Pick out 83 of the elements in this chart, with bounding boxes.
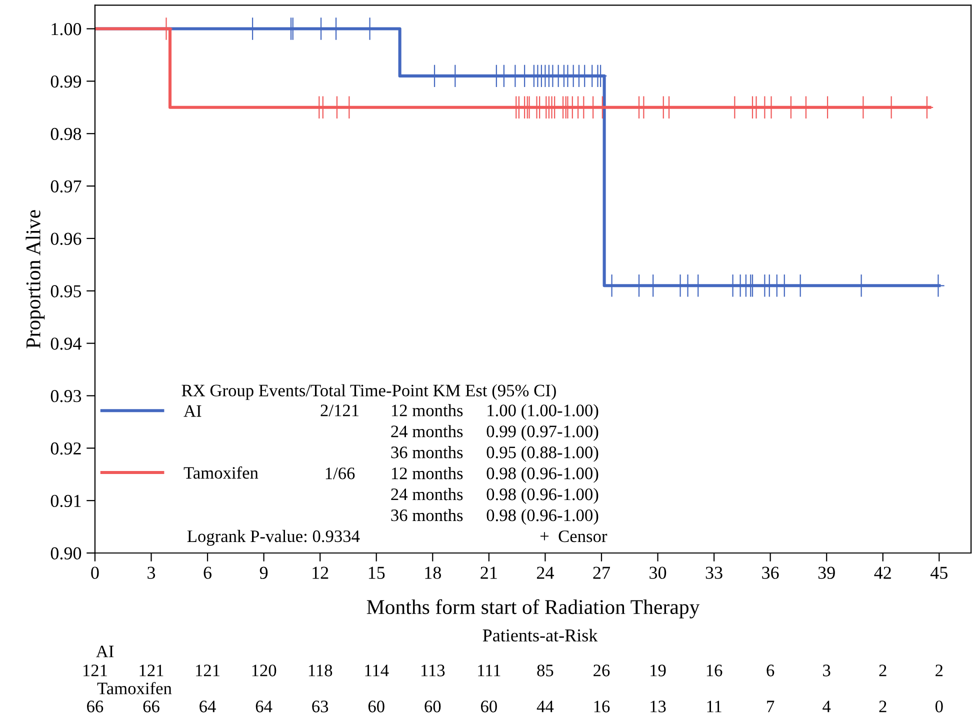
y-tick-label: 0.96 xyxy=(50,232,82,245)
y-tick-label: 0.98 xyxy=(50,128,82,140)
annotation: 0.98 (0.96-1.00) xyxy=(486,467,598,483)
y-tick-label: 0.92 xyxy=(50,442,81,455)
x-tick-label: 30 xyxy=(650,566,666,579)
text: 120 xyxy=(252,664,276,676)
text: 118 xyxy=(308,664,332,676)
text: 19 xyxy=(650,664,666,676)
annotation: 0.98 (0.96-1.00) xyxy=(486,488,598,504)
x-tick-label: 0 xyxy=(91,566,99,579)
text: 11 xyxy=(707,700,722,712)
text: 66 xyxy=(87,700,104,712)
text: 64 xyxy=(200,700,216,712)
y-tick-label: 0.99 xyxy=(50,75,82,88)
annotation: 12 months xyxy=(392,404,463,416)
x-tick-label: 15 xyxy=(368,566,385,579)
text: 60 xyxy=(480,700,497,712)
x-axis-title: Months form start of Radiation Therapy xyxy=(366,599,700,618)
x-tick-label: 9 xyxy=(260,566,268,579)
annotation: + Censor xyxy=(540,530,608,542)
text: 113 xyxy=(421,664,445,676)
text: 16 xyxy=(594,700,610,712)
text: AI xyxy=(96,646,114,658)
text: 0 xyxy=(935,700,943,712)
x-tick-label: 21 xyxy=(480,566,497,579)
text: 6 xyxy=(766,664,774,676)
text: 2 xyxy=(879,664,886,676)
annotation: 1.00 (1.00-1.00) xyxy=(488,404,598,420)
annotation: Logrank P-value: 0.9334 xyxy=(187,530,360,546)
text: 121 xyxy=(83,664,107,676)
annotation: 24 months xyxy=(391,425,463,438)
x-tick-label: 24 xyxy=(536,566,554,579)
text: 63 xyxy=(312,700,328,712)
y-tick-label: 0.97 xyxy=(50,180,82,193)
text: 13 xyxy=(650,700,666,712)
text: 44 xyxy=(536,700,554,712)
text: 4 xyxy=(822,700,831,712)
x-tick-label: 12 xyxy=(312,566,328,579)
text: 2 xyxy=(879,700,886,712)
x-tick-label: 3 xyxy=(148,566,156,579)
y-tick-label: 0.95 xyxy=(50,285,82,298)
annotation: 2/121 xyxy=(320,404,359,416)
text: 114 xyxy=(365,664,389,676)
text: 3 xyxy=(823,664,830,676)
text: 16 xyxy=(706,664,722,676)
x-tick-label: 27 xyxy=(593,566,610,579)
text: 66 xyxy=(143,700,160,712)
text: 7 xyxy=(767,700,774,712)
annotation: 1/66 xyxy=(326,468,355,480)
text: 85 xyxy=(537,664,554,676)
annotation: RX Group Events/Total Time-Point KM Est (95% CI) xyxy=(182,384,556,400)
annotation: 0.95 (0.88-1.00) xyxy=(486,446,598,462)
annotation: 0.98 (0.96-1.00) xyxy=(486,508,598,525)
annotation: 36 months xyxy=(391,446,463,458)
annotation: 24 months xyxy=(391,488,463,500)
annotation: 36 months xyxy=(391,508,463,522)
x-tick-label: 6 xyxy=(204,566,212,579)
legend-label: Tamoxifen xyxy=(184,466,258,479)
x-tick-label: 42 xyxy=(874,566,891,579)
x-tick-label: 18 xyxy=(425,566,441,579)
y-tick-label: 0.91 xyxy=(50,494,81,508)
text: 111 xyxy=(478,664,500,676)
text: 121 xyxy=(140,664,164,676)
text: Tamoxifen xyxy=(97,682,172,694)
text: 121 xyxy=(196,664,220,676)
y-tick-label: 0.90 xyxy=(50,547,82,560)
y-tick-label: 0.94 xyxy=(50,338,82,350)
text: 60 xyxy=(368,700,384,712)
x-tick-label: 33 xyxy=(706,566,722,579)
x-tick-label: 45 xyxy=(930,566,948,579)
annotation: 0.99 (0.97-1.00) xyxy=(486,425,598,441)
text: 26 xyxy=(594,664,610,676)
text: 2 xyxy=(936,664,943,676)
x-tick-label: 39 xyxy=(818,566,835,579)
annotation: 12 months xyxy=(392,467,463,480)
text: Patients-at-Risk xyxy=(482,628,598,642)
text: 64 xyxy=(256,700,272,712)
y-axis-title: Proportion Alive xyxy=(26,210,45,348)
y-tick-label: 1.00 xyxy=(52,23,82,36)
legend-label: AI xyxy=(184,405,202,417)
x-tick-label: 36 xyxy=(762,566,779,579)
y-tick-label: 0.93 xyxy=(50,390,82,402)
text: 60 xyxy=(424,700,441,712)
